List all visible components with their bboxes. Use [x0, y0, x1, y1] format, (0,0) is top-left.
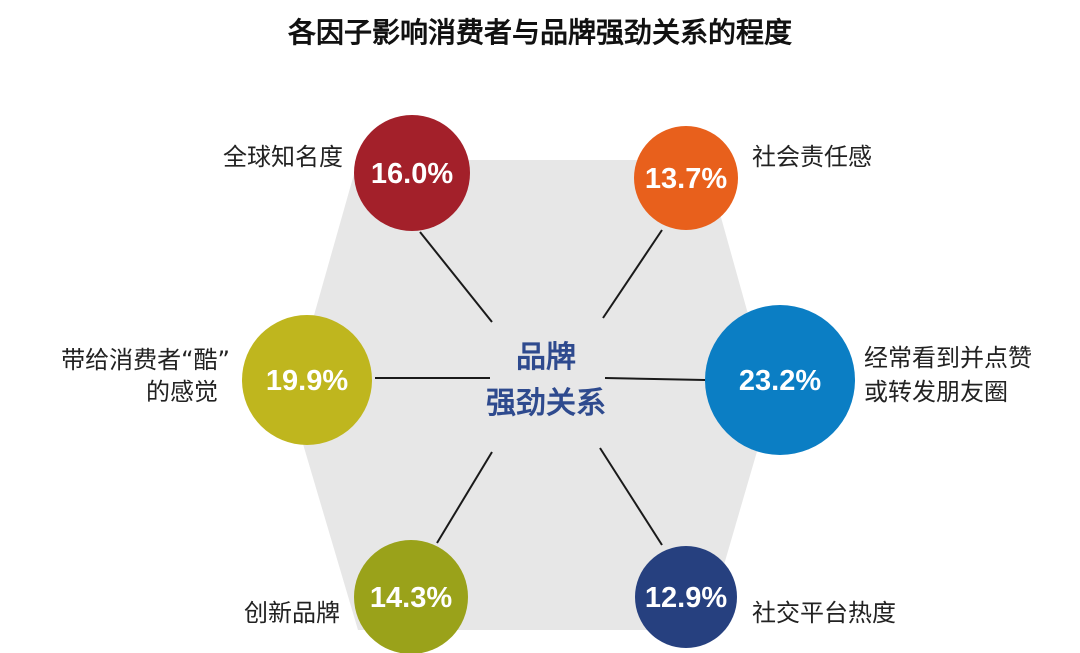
factor-circle — [354, 115, 470, 231]
spoke-social-platform-heat — [599, 447, 663, 546]
factor-label: 社会责任感 — [752, 143, 872, 171]
factor-percent: 13.7% — [645, 163, 727, 195]
factor-node-global-awareness: 16.0% 全球知名度 — [223, 115, 470, 231]
factor-circle — [242, 315, 372, 445]
spoke-global-awareness — [419, 231, 493, 323]
background-hexagon — [290, 160, 772, 630]
factor-circle — [705, 305, 855, 455]
factor-node-social-platform-heat: 12.9% 社交平台热度 — [635, 546, 896, 648]
factor-circle — [635, 546, 737, 648]
center-node: 品牌 强劲关系 — [486, 340, 606, 421]
factor-label-line2: 或转发朋友圈 — [864, 378, 1008, 406]
factor-node-cool-feeling: 19.9% 带给消费者“酷” 的感觉 — [61, 315, 372, 445]
factor-label-line2: 的感觉 — [146, 378, 218, 406]
factor-percent: 19.9% — [266, 365, 348, 397]
factor-label: 社交平台热度 — [752, 599, 896, 627]
diagram-title: 各因子影响消费者与品牌强劲关系的程度 — [287, 16, 792, 49]
factor-percent: 23.2% — [739, 365, 821, 397]
factor-label: 全球知名度 — [223, 143, 343, 171]
spoke-likes-shares — [604, 377, 706, 381]
factor-label: 创新品牌 — [244, 599, 340, 627]
factor-circle — [634, 126, 738, 230]
factor-circle — [354, 540, 468, 653]
spokes — [375, 229, 706, 546]
spoke-innovative-brand — [436, 451, 493, 544]
factor-label-line1: 经常看到并点赞 — [864, 344, 1032, 372]
center-label-line1: 品牌 — [516, 340, 576, 375]
factor-percent: 16.0% — [371, 158, 453, 190]
factor-node-likes-shares: 23.2% 经常看到并点赞 或转发朋友圈 — [705, 305, 1032, 455]
factor-percent: 14.3% — [370, 582, 452, 614]
spoke-social-responsibility — [602, 229, 663, 319]
center-label-line2: 强劲关系 — [486, 386, 606, 421]
factor-node-social-responsibility: 13.7% 社会责任感 — [634, 126, 872, 230]
factor-node-innovative-brand: 14.3% 创新品牌 — [244, 540, 468, 653]
factor-percent: 12.9% — [645, 582, 727, 614]
factor-label-line1: 带给消费者“酷” — [61, 346, 230, 374]
